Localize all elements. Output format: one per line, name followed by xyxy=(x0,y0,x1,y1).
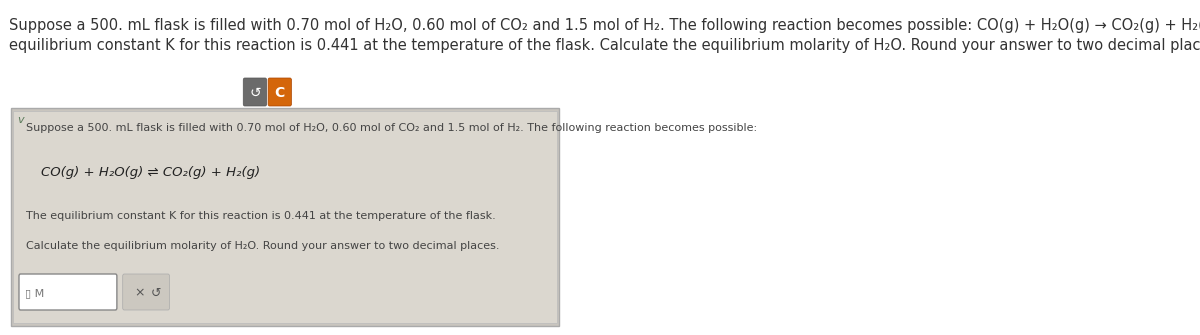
Text: Suppose a 500. mL flask is filled with 0.70 mol of H₂O, 0.60 mol of CO₂ and 1.5 : Suppose a 500. mL flask is filled with 0… xyxy=(8,18,1200,33)
Text: ×: × xyxy=(134,286,145,299)
FancyBboxPatch shape xyxy=(122,274,169,310)
Text: The equilibrium constant K for this reaction is 0.441 at the temperature of the : The equilibrium constant K for this reac… xyxy=(26,211,496,221)
FancyBboxPatch shape xyxy=(268,78,292,106)
Text: Suppose a 500. mL flask is filled with 0.70 mol of H₂O, 0.60 mol of CO₂ and 1.5 : Suppose a 500. mL flask is filled with 0… xyxy=(26,123,757,133)
FancyBboxPatch shape xyxy=(19,274,116,310)
Text: ↺: ↺ xyxy=(150,286,161,299)
FancyBboxPatch shape xyxy=(244,78,266,106)
Bar xyxy=(13,111,557,323)
Text: v: v xyxy=(17,115,24,125)
Text: equilibrium constant K for this reaction is 0.441 at the temperature of the flas: equilibrium constant K for this reaction… xyxy=(8,38,1200,53)
Text: CO(g) + H₂O(g) ⇌ CO₂(g) + H₂(g): CO(g) + H₂O(g) ⇌ CO₂(g) + H₂(g) xyxy=(41,166,260,179)
Bar xyxy=(11,108,559,326)
Text: ↺: ↺ xyxy=(250,86,260,100)
Text: Calculate the equilibrium molarity of H₂O. Round your answer to two decimal plac: Calculate the equilibrium molarity of H₂… xyxy=(26,241,499,251)
Text: C: C xyxy=(275,86,284,100)
Text: ▯ M: ▯ M xyxy=(25,288,44,298)
